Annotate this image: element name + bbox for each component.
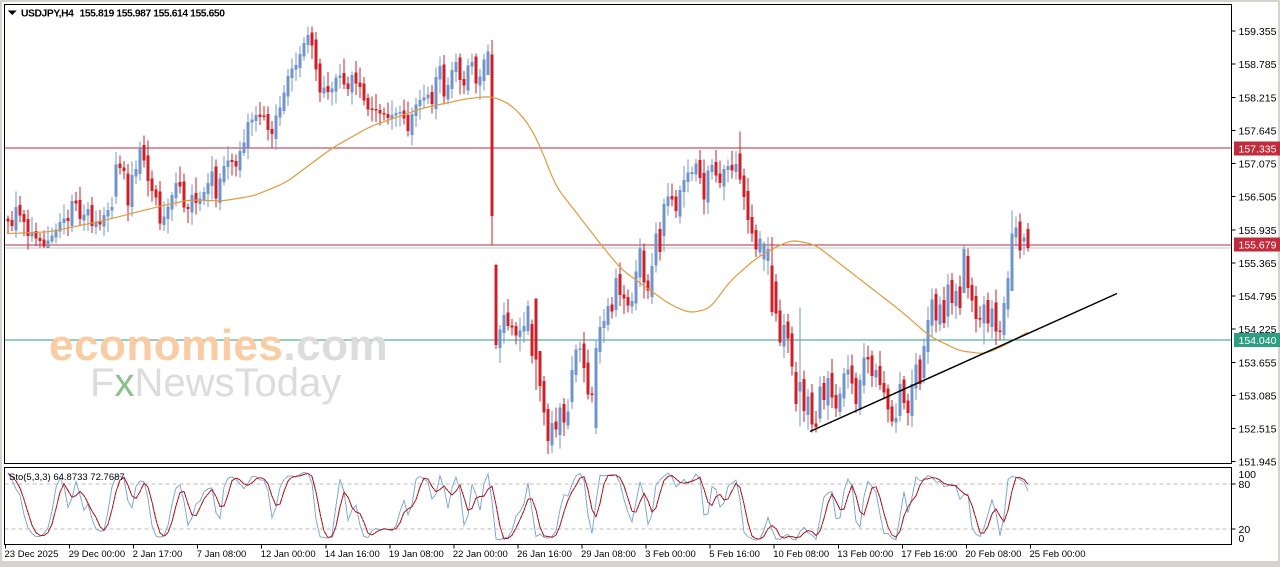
svg-text:157.645: 157.645 xyxy=(1239,125,1277,137)
svg-text:5 Feb 16:00: 5 Feb 16:00 xyxy=(709,549,760,560)
svg-text:23 Dec 2025: 23 Dec 2025 xyxy=(5,549,59,560)
svg-text:26 Jan 16:00: 26 Jan 16:00 xyxy=(517,549,572,560)
svg-text:155.935: 155.935 xyxy=(1239,225,1277,237)
svg-text:158.785: 158.785 xyxy=(1239,59,1277,71)
svg-text:157.075: 157.075 xyxy=(1239,159,1277,171)
svg-text:100: 100 xyxy=(1239,469,1257,481)
svg-text:19 Jan 08:00: 19 Jan 08:00 xyxy=(389,549,444,560)
svg-text:29 Jan 08:00: 29 Jan 08:00 xyxy=(581,549,636,560)
svg-text:7 Jan 08:00: 7 Jan 08:00 xyxy=(197,549,247,560)
svg-text:2 Jan 17:00: 2 Jan 17:00 xyxy=(133,549,183,560)
svg-text:155.365: 155.365 xyxy=(1239,258,1277,270)
svg-text:152.515: 152.515 xyxy=(1239,424,1277,436)
svg-text:10 Feb 08:00: 10 Feb 08:00 xyxy=(773,549,829,560)
svg-text:25 Feb 00:00: 25 Feb 00:00 xyxy=(1030,549,1086,560)
svg-text:12 Jan 00:00: 12 Jan 00:00 xyxy=(261,549,316,560)
svg-text:14 Jan 16:00: 14 Jan 16:00 xyxy=(325,549,380,560)
svg-text:29 Dec 00:00: 29 Dec 00:00 xyxy=(69,549,126,560)
svg-text:20: 20 xyxy=(1239,524,1251,536)
svg-text:158.215: 158.215 xyxy=(1239,92,1277,104)
svg-text:154.795: 154.795 xyxy=(1239,291,1277,303)
svg-text:157.335: 157.335 xyxy=(1239,143,1277,155)
svg-text:153.085: 153.085 xyxy=(1239,390,1277,402)
svg-text:3 Feb 00:00: 3 Feb 00:00 xyxy=(645,549,696,560)
svg-text:22 Jan 00:00: 22 Jan 00:00 xyxy=(453,549,508,560)
svg-text:153.655: 153.655 xyxy=(1239,357,1277,369)
svg-text:155.679: 155.679 xyxy=(1239,240,1277,252)
svg-text:Sto(5,3,3) 64.8733 72.7687: Sto(5,3,3) 64.8733 72.7687 xyxy=(9,472,125,483)
svg-text:economies.com: economies.com xyxy=(49,321,388,370)
svg-text:159.355: 159.355 xyxy=(1239,26,1277,38)
svg-text:80: 80 xyxy=(1239,479,1251,491)
svg-text:FxNewsToday: FxNewsToday xyxy=(90,361,341,405)
svg-text:151.945: 151.945 xyxy=(1239,457,1277,469)
svg-text:20 Feb 08:00: 20 Feb 08:00 xyxy=(965,549,1021,560)
svg-text:0: 0 xyxy=(1239,533,1245,545)
svg-text:17 Feb 16:00: 17 Feb 16:00 xyxy=(901,549,957,560)
svg-text:156.505: 156.505 xyxy=(1239,192,1277,204)
svg-text:13 Feb 00:00: 13 Feb 00:00 xyxy=(837,549,893,560)
svg-text:154.040: 154.040 xyxy=(1239,335,1277,347)
